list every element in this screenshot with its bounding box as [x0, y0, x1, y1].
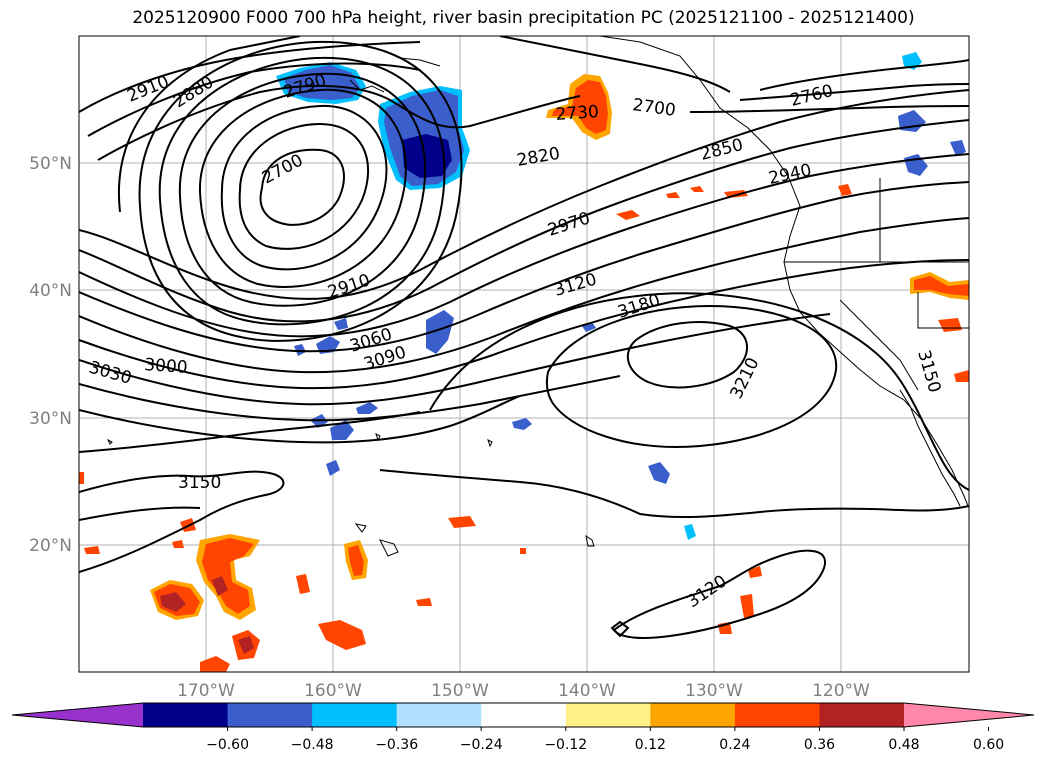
map-title: 2025120900 F000 700 hPa height, river ba… [132, 8, 915, 28]
colorbar-segment [143, 703, 229, 727]
lon-label: 170°W [177, 681, 235, 701]
colorbar-tick-label: 0.24 [719, 737, 750, 753]
colorbar-segment [481, 703, 567, 727]
lon-label: 130°W [685, 681, 743, 701]
contour-label: 2730 [555, 102, 600, 125]
positive-pc-shading [79, 74, 969, 672]
colorbar-segment [819, 703, 905, 727]
lat-label: 50°N [29, 154, 72, 174]
colorbar-tick-label: 0.12 [635, 737, 666, 753]
lon-label: 140°W [558, 681, 616, 701]
colorbar-extend-high [904, 703, 1034, 727]
colorbar-extend-low [12, 703, 143, 727]
colorbar-segment [650, 703, 736, 727]
coastlines [106, 36, 969, 557]
colorbar-tick-label: −0.48 [291, 737, 334, 753]
colorbar-segment [312, 703, 398, 727]
colorbar-tick-label: 0.48 [888, 737, 919, 753]
colorbar-tick-label: −0.60 [206, 737, 249, 753]
height-contours [79, 36, 969, 639]
colorbar-tick-label: −0.12 [544, 737, 587, 753]
colorbar-tick-label: −0.36 [375, 737, 418, 753]
colorbar-segment [734, 703, 820, 727]
longitude-labels: 170°W 160°W 150°W 140°W 130°W 120°W [177, 681, 870, 701]
lat-label: 20°N [29, 536, 72, 556]
map-frame [78, 35, 970, 673]
colorbar-segment [227, 703, 313, 727]
colorbar-outline [11, 702, 1035, 728]
colorbar-tick-label: 0.36 [804, 737, 835, 753]
lon-label: 120°W [812, 681, 870, 701]
colorbar-tick-label: 0.60 [973, 737, 1004, 753]
colorbar-segment [565, 703, 651, 727]
colorbar: −0.60 −0.48 −0.36 −0.24 −0.12 0.12 0.24 0.36 0.4… [11, 702, 1035, 753]
contour-label: 3000 [144, 355, 189, 378]
contour-label: 3150 [178, 473, 221, 493]
lon-label: 150°W [431, 681, 489, 701]
lat-label: 40°N [29, 281, 72, 301]
colorbar-tick-label: −0.24 [460, 737, 503, 753]
colorbar-segment [396, 703, 482, 727]
lat-label: 30°N [29, 409, 72, 429]
lon-label: 160°W [304, 681, 362, 701]
latitude-labels: 50°N 40°N 30°N 20°N [29, 154, 72, 556]
